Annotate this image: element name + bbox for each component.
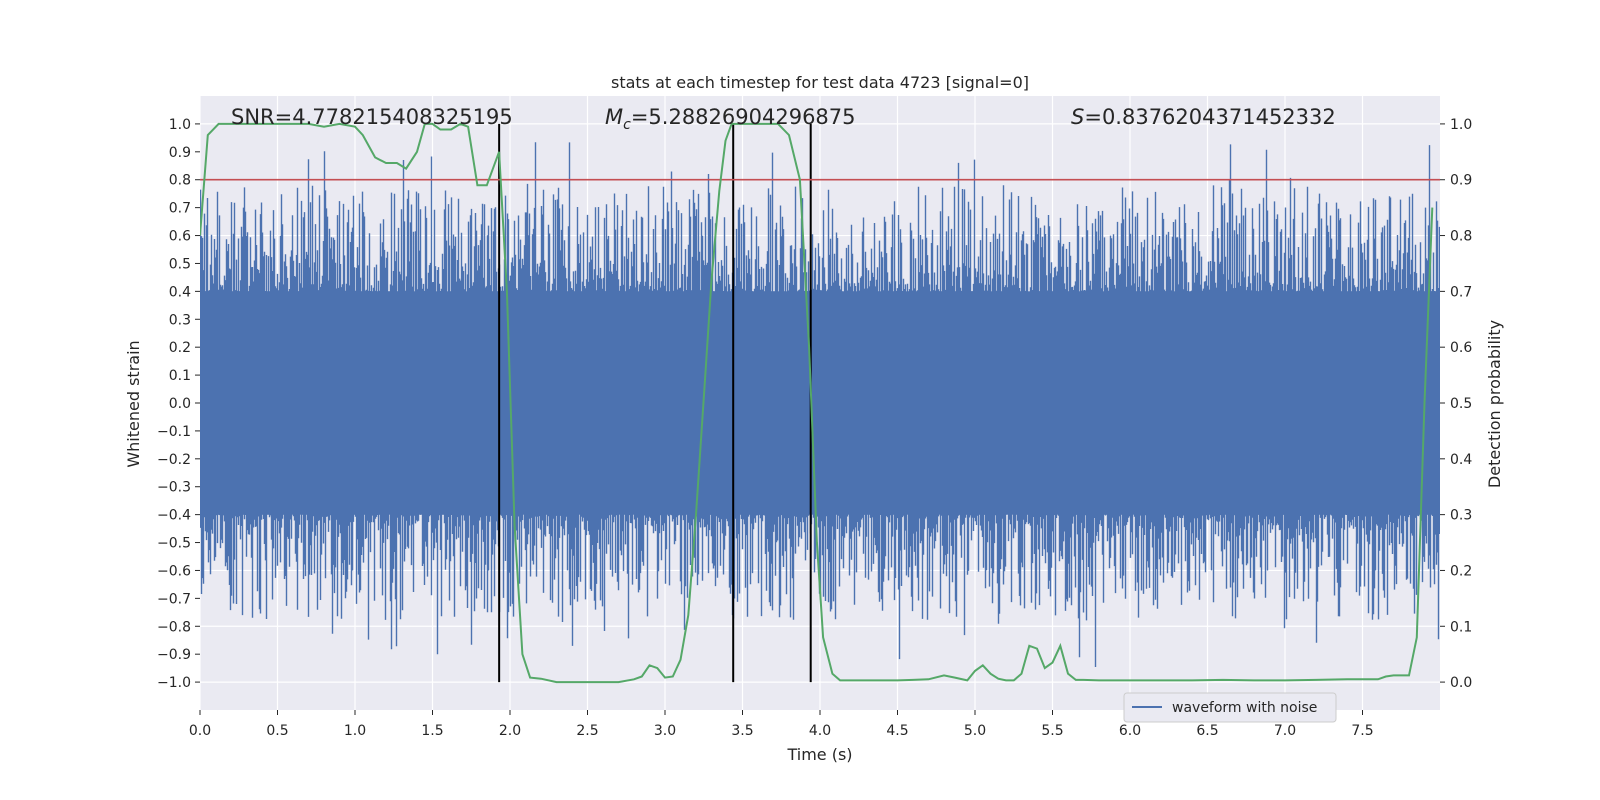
snr-annotation: SNR=4.778215408325195: [231, 105, 513, 129]
chart-title: stats at each timestep for test data 472…: [611, 73, 1029, 92]
y2-tick-label: 0.5: [1450, 396, 1472, 412]
y-tick-label: 0.0: [169, 396, 191, 412]
x-tick-label: 0.0: [189, 723, 211, 739]
waveform-with-noise: [200, 142, 1440, 667]
y-axis-label: Whitened strain: [124, 340, 143, 467]
y-tick-label: 0.1: [169, 368, 191, 384]
y-tick-label: 0.4: [169, 284, 191, 300]
x-tick-label: 7.0: [1274, 723, 1296, 739]
detection-probability-line: [200, 122, 1434, 684]
x-tick-label: 4.5: [886, 723, 908, 739]
y-axis-ticks: −1.0 −0.9 −0.8 −0.7 −0.6 −0.5 −0.4 −0.3 −0.2 −0.1…: [157, 117, 200, 691]
x-tick-label: 2.5: [576, 723, 598, 739]
x-tick-label: 5.0: [964, 723, 986, 739]
probability-layer: [200, 122, 1434, 684]
x-tick-label: 0.5: [266, 723, 288, 739]
y2-tick-label: 0.9: [1450, 173, 1472, 189]
y-tick-label: 0.2: [169, 340, 191, 356]
x-tick-label: 1.0: [344, 723, 366, 739]
y-tick-label: −0.6: [157, 563, 191, 579]
y-tick-label: −0.8: [157, 619, 191, 635]
x-axis-ticks: 0.0 0.5 1.0 1.5 2.0 2.5 3.0 3.5 4.0 4.5 5.0 5.5 6.0 6…: [189, 710, 1374, 739]
s-symbol: S: [1071, 105, 1084, 129]
y-tick-label: 0.5: [169, 256, 191, 272]
y2-tick-label: 0.1: [1450, 619, 1472, 635]
s-value: =0.8376204371452332: [1084, 105, 1335, 129]
x-tick-label: 3.0: [654, 723, 676, 739]
y-tick-label: −0.7: [157, 591, 191, 607]
y-tick-label: −0.3: [157, 480, 191, 496]
y2-axis-label: Detection probability: [1485, 320, 1504, 488]
y-tick-label: −0.9: [157, 647, 191, 663]
x-tick-label: 3.5: [731, 723, 753, 739]
legend-label: waveform with noise: [1172, 700, 1317, 716]
y2-axis-ticks: 0.0 0.1 0.2 0.3 0.4 0.5 0.6 0.7 0.8 0.9 1.0: [1440, 117, 1472, 691]
chirp-mass-subscript: c: [623, 117, 631, 133]
y2-tick-label: 0.3: [1450, 508, 1472, 524]
x-tick-label: 7.5: [1351, 723, 1373, 739]
y2-tick-label: 0.6: [1450, 340, 1472, 356]
y2-tick-label: 0.7: [1450, 284, 1472, 300]
y-tick-label: −0.1: [157, 424, 191, 440]
y-tick-label: 1.0: [169, 117, 191, 133]
chirp-mass-annotation: Mc=5.28826904296875: [605, 105, 856, 133]
y-tick-label: −0.5: [157, 536, 191, 552]
x-tick-label: 6.0: [1119, 723, 1141, 739]
y-tick-label: −0.2: [157, 452, 191, 468]
x-tick-label: 5.5: [1041, 723, 1063, 739]
y-tick-label: −1.0: [157, 675, 191, 691]
y-tick-label: 0.9: [169, 145, 191, 161]
s-annotation: S=0.8376204371452332: [1071, 105, 1336, 129]
x-axis-label: Time (s): [786, 745, 852, 764]
y-tick-label: −0.4: [157, 508, 191, 524]
y-tick-label: 0.7: [169, 201, 191, 217]
legend: waveform with noise: [1123, 692, 1337, 723]
x-tick-label: 6.5: [1196, 723, 1218, 739]
chirp-mass-symbol: M: [605, 105, 623, 129]
x-tick-label: 4.0: [809, 723, 831, 739]
y-tick-label: 0.3: [169, 312, 191, 328]
x-tick-label: 1.5: [421, 723, 443, 739]
y-tick-label: 0.8: [169, 173, 191, 189]
y-tick-label: 0.6: [169, 229, 191, 245]
waveform-band: [200, 291, 1440, 515]
legend-box: [1123, 692, 1337, 723]
waveform-layer: [200, 142, 1440, 667]
chirp-mass-value: =5.28826904296875: [631, 105, 856, 129]
y2-tick-label: 0.2: [1450, 563, 1472, 579]
x-tick-label: 2.0: [499, 723, 521, 739]
y2-tick-label: 0.4: [1450, 452, 1472, 468]
y2-tick-label: 0.0: [1450, 675, 1472, 691]
y2-tick-label: 1.0: [1450, 117, 1472, 133]
y2-tick-label: 0.8: [1450, 229, 1472, 245]
